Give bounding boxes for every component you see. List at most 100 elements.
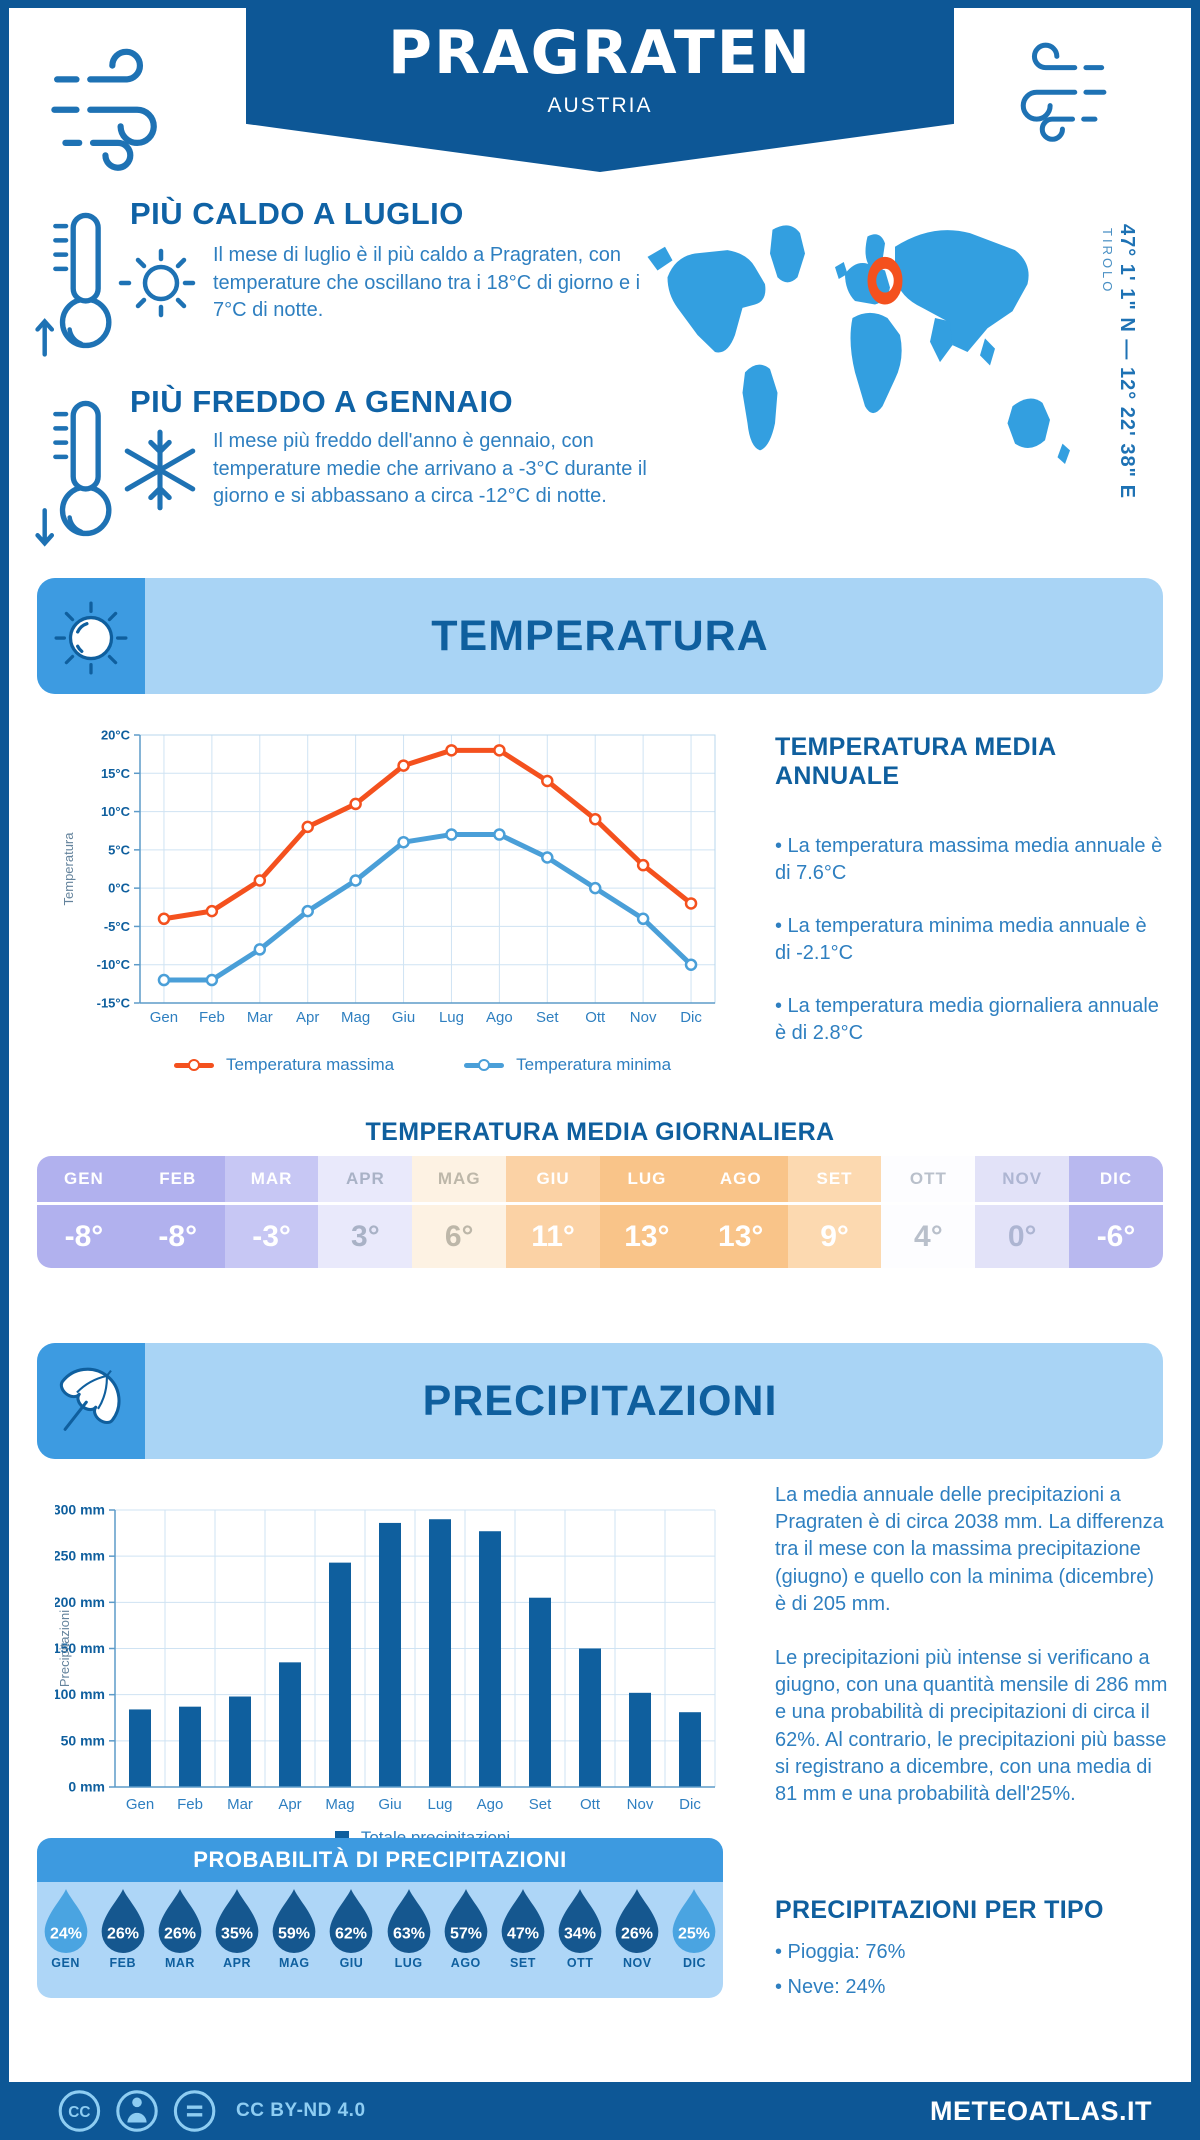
svg-text:Lug: Lug bbox=[439, 1009, 464, 1026]
creative-commons-icons: CC bbox=[58, 2090, 216, 2132]
droplet-icon: 35% bbox=[215, 1888, 259, 1953]
droplet-icon: 26% bbox=[101, 1888, 145, 1953]
coordinates-text: 47° 1' 1" N — 12° 22' 38" E bbox=[1116, 224, 1138, 499]
right-border bbox=[1191, 0, 1200, 2140]
droplet-slot: 35% APR bbox=[209, 1882, 266, 1998]
month-header-cell: FEB bbox=[130, 1156, 225, 1202]
annual-temperature-title: TEMPERATURA MEDIA ANNUALE bbox=[775, 733, 1056, 790]
svg-text:Ago: Ago bbox=[486, 1009, 513, 1026]
svg-text:250 mm: 250 mm bbox=[55, 1548, 105, 1564]
precipitation-band-icon-box bbox=[37, 1343, 145, 1459]
temperature-value-cell: -6° bbox=[1069, 1205, 1163, 1268]
droplet-month-label: APR bbox=[223, 1956, 252, 1970]
droplet-slot: 63% LUG bbox=[380, 1882, 437, 1998]
svg-text:34%: 34% bbox=[564, 1925, 596, 1942]
month-column: NOV 0° bbox=[975, 1156, 1070, 1268]
droplet-month-label: LUG bbox=[394, 1956, 423, 1970]
droplet-month-label: FEB bbox=[109, 1956, 136, 1970]
droplet-month-label: DIC bbox=[682, 1956, 706, 1970]
precipitation-probability-title: PROBABILITÀ DI PRECIPITAZIONI bbox=[37, 1838, 723, 1882]
annual-bullet: • La temperatura media giornaliera annua… bbox=[775, 995, 1159, 1044]
legend-label: Temperatura minima bbox=[516, 1055, 672, 1074]
svg-text:63%: 63% bbox=[393, 1925, 425, 1942]
svg-text:Gen: Gen bbox=[126, 1796, 154, 1813]
month-column: AGO 13° bbox=[693, 1156, 788, 1268]
temperature-chart-legend: Temperatura massima Temperatura minima bbox=[135, 1055, 710, 1075]
temperature-line-chart: Gen Feb Mar Apr Mag Giu Lug Ago Set Ott Nov Dic -15°… bbox=[61, 728, 716, 1026]
svg-text:62%: 62% bbox=[335, 1925, 367, 1942]
region-text: TIROLO bbox=[1100, 228, 1115, 295]
svg-text:Ott: Ott bbox=[580, 1796, 601, 1813]
svg-text:26%: 26% bbox=[164, 1925, 196, 1942]
droplet-slot: 59% MAG bbox=[266, 1882, 323, 1998]
legend-item: Temperatura minima bbox=[464, 1055, 671, 1075]
svg-text:15°C: 15°C bbox=[101, 766, 131, 781]
svg-text:Nov: Nov bbox=[627, 1796, 654, 1813]
droplet-slot: 47% SET bbox=[494, 1882, 551, 1998]
svg-text:Mar: Mar bbox=[247, 1009, 273, 1026]
temperature-value-cell: -3° bbox=[224, 1205, 319, 1268]
svg-text:Precipitazioni: Precipitazioni bbox=[57, 1610, 72, 1687]
legend-label: Temperatura massima bbox=[225, 1055, 395, 1074]
svg-text:57%: 57% bbox=[450, 1925, 482, 1942]
precipitation-types-title: PRECIPITAZIONI PER TIPO bbox=[775, 1896, 1104, 1924]
svg-text:0 mm: 0 mm bbox=[68, 1779, 105, 1795]
svg-text:Lug: Lug bbox=[427, 1796, 452, 1813]
footer: CC CC BY-ND 4.0 METEOATLAS.IT bbox=[0, 2082, 1200, 2140]
svg-text:-15°C: -15°C bbox=[97, 996, 131, 1011]
month-header-cell: LUG bbox=[599, 1156, 694, 1202]
svg-text:0°C: 0°C bbox=[108, 881, 130, 896]
precipitation-paragraph: Le precipitazioni più intense si verific… bbox=[775, 1646, 1168, 1805]
precipitation-type-bullet: • Neve: 24% bbox=[775, 1976, 886, 1998]
droplet-icon: 34% bbox=[558, 1888, 602, 1953]
droplet-row: 24% GEN 26% FEB 26% MAR 35% APR 59% MAG 62% GIU 63% L… bbox=[37, 1882, 723, 1998]
legend-line-swatch bbox=[464, 1059, 505, 1071]
legend-marker-dot bbox=[187, 1059, 200, 1071]
svg-text:Ago: Ago bbox=[477, 1796, 504, 1813]
precipitation-band: PRECIPITAZIONI bbox=[37, 1343, 1163, 1459]
precipitation-probability-body: 24% GEN 26% FEB 26% MAR 35% APR 59% MAG 62% GIU 63% L… bbox=[37, 1882, 723, 1998]
header-banner: PRAGRATEN AUSTRIA bbox=[246, 0, 954, 172]
temperature-value-cell: 13° bbox=[693, 1205, 788, 1268]
svg-text:Apr: Apr bbox=[296, 1009, 319, 1026]
svg-text:59%: 59% bbox=[278, 1925, 310, 1942]
temperature-band-icon-box bbox=[37, 578, 145, 694]
svg-text:-5°C: -5°C bbox=[104, 919, 131, 934]
svg-text:Temperatura: Temperatura bbox=[61, 832, 76, 906]
svg-text:-10°C: -10°C bbox=[97, 957, 131, 972]
droplet-month-label: MAG bbox=[278, 1956, 310, 1970]
droplet-slot: 26% NOV bbox=[609, 1882, 666, 1998]
droplet-icon: 57% bbox=[444, 1888, 488, 1953]
svg-text:Ott: Ott bbox=[585, 1009, 606, 1026]
droplet-icon: 62% bbox=[330, 1888, 373, 1953]
droplet-month-label: GEN bbox=[51, 1956, 80, 1970]
precipitation-types-panel: PRECIPITAZIONI PER TIPO • Pioggia: 76% •… bbox=[775, 1896, 1167, 2001]
month-column: FEB -8° bbox=[130, 1156, 225, 1268]
left-border bbox=[0, 0, 9, 2140]
temperature-value-cell: 4° bbox=[881, 1205, 976, 1268]
page-subtitle: AUSTRIA bbox=[547, 94, 653, 117]
temperature-value-cell: -8° bbox=[130, 1205, 225, 1268]
svg-text:26%: 26% bbox=[107, 1925, 139, 1942]
svg-text:47%: 47% bbox=[507, 1925, 539, 1942]
month-column: GEN -8° bbox=[37, 1156, 131, 1268]
precipitation-probability-box: PROBABILITÀ DI PRECIPITAZIONI 24% GEN 26% F… bbox=[37, 1838, 723, 1998]
legend-marker-dot bbox=[478, 1059, 491, 1071]
world-map bbox=[647, 225, 1070, 464]
svg-text:Dic: Dic bbox=[680, 1009, 702, 1026]
droplet-slot: 24% GEN bbox=[37, 1882, 94, 1998]
droplet-slot: 26% FEB bbox=[94, 1882, 151, 1998]
droplet-icon: 47% bbox=[501, 1888, 545, 1953]
sun-icon bbox=[54, 601, 128, 675]
month-column: APR 3° bbox=[318, 1156, 413, 1268]
svg-text:Set: Set bbox=[536, 1009, 559, 1026]
license-text: CC BY-ND 4.0 bbox=[236, 2100, 366, 2121]
droplet-month-label: SET bbox=[510, 1956, 536, 1970]
daily-temperature-table: GEN -8° FEB -8° MAR -3° APR 3° MAG 6° GIU 11° LUG 13°… bbox=[37, 1156, 1163, 1268]
month-header-cell: GIU bbox=[506, 1156, 600, 1202]
svg-text:Feb: Feb bbox=[177, 1796, 203, 1813]
droplet-slot: 57% AGO bbox=[437, 1882, 494, 1998]
temperature-value-cell: 13° bbox=[599, 1205, 694, 1268]
precipitation-text-panel: La media annuale delle precipitazioni a … bbox=[775, 1482, 1169, 1835]
precipitation-type-bullet: • Pioggia: 76% bbox=[775, 1941, 906, 1963]
